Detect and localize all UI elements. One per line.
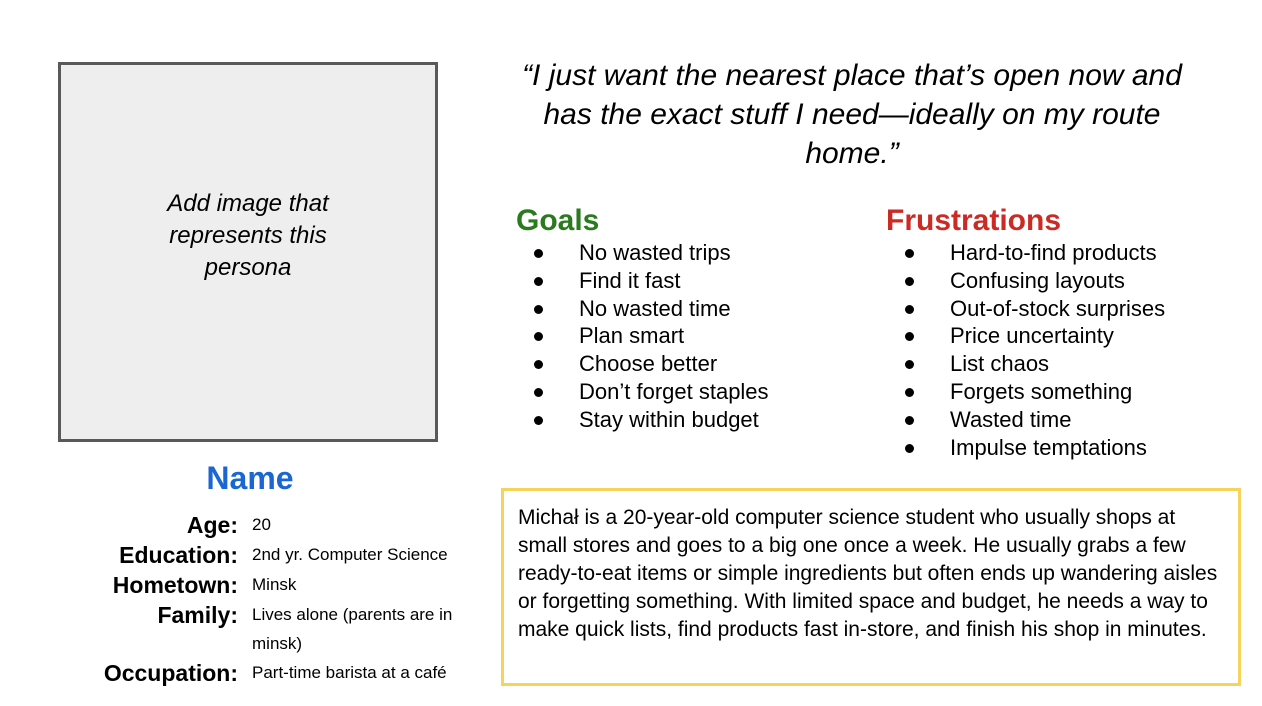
bullet-icon bbox=[905, 304, 914, 314]
goal-text: Stay within budget bbox=[579, 406, 759, 432]
goal-text: Don’t forget staples bbox=[579, 378, 769, 404]
bullet-icon bbox=[534, 249, 543, 258]
goal-item: Choose better bbox=[532, 350, 769, 378]
frustration-text: Price uncertainty bbox=[950, 323, 1114, 349]
frustration-item: Forgets something bbox=[903, 378, 1165, 406]
detail-row-family: Family: Lives alone (parents are in mins… bbox=[60, 600, 490, 658]
persona-image-placeholder[interactable]: Add image that represents this persona bbox=[58, 62, 438, 442]
persona-name: Name bbox=[206, 460, 294, 496]
frustration-item: List chaos bbox=[903, 350, 1165, 378]
frustration-item: Hard-to-find products bbox=[903, 239, 1165, 267]
frustration-text: Wasted time bbox=[950, 406, 1072, 432]
frustration-item: Confusing layouts bbox=[903, 267, 1165, 295]
goal-item: No wasted time bbox=[532, 295, 769, 323]
goals-heading: Goals bbox=[516, 204, 600, 237]
detail-value-family: Lives alone (parents are in minsk) bbox=[252, 605, 453, 653]
detail-label-hometown: Hometown: bbox=[112, 572, 238, 598]
frustration-item: Impulse temptations bbox=[903, 434, 1165, 462]
frustration-text: Confusing layouts bbox=[950, 267, 1125, 293]
goal-item: Find it fast bbox=[532, 267, 769, 295]
bullet-icon bbox=[905, 360, 914, 370]
frustration-text: Out-of-stock surprises bbox=[950, 295, 1166, 321]
goals-list: No wasted trips Find it fast No wasted t… bbox=[532, 239, 769, 434]
detail-value-hometown: Minsk bbox=[252, 575, 297, 594]
bio-box: Michał is a 20-year-old computer science… bbox=[501, 488, 1241, 686]
bullet-icon bbox=[905, 249, 914, 258]
image-placeholder-text: Add image that represents this persona bbox=[167, 190, 329, 281]
frustrations-list: Hard-to-find products Confusing layouts … bbox=[903, 239, 1165, 461]
persona-details: Age: 20 Education: 2nd yr. Computer Scie… bbox=[60, 510, 490, 688]
bullet-icon bbox=[905, 415, 914, 425]
frustration-text: Forgets something bbox=[950, 378, 1133, 404]
frustration-item: Price uncertainty bbox=[903, 322, 1165, 350]
goal-text: Choose better bbox=[579, 351, 718, 377]
bio-text: Michał is a 20-year-old computer science… bbox=[518, 506, 1218, 641]
detail-row-education: Education: 2nd yr. Computer Science bbox=[60, 540, 490, 570]
bullet-icon bbox=[534, 304, 543, 314]
frustration-item: Out-of-stock surprises bbox=[903, 295, 1165, 323]
frustrations-heading: Frustrations bbox=[886, 204, 1062, 237]
detail-value-education: 2nd yr. Computer Science bbox=[252, 545, 448, 564]
bullet-icon bbox=[534, 332, 543, 342]
frustration-text: Impulse temptations bbox=[950, 434, 1147, 460]
goal-item: No wasted trips bbox=[532, 239, 769, 267]
bullet-icon bbox=[534, 415, 543, 425]
goal-text: Find it fast bbox=[579, 267, 681, 293]
detail-label-occupation: Occupation: bbox=[103, 660, 238, 686]
frustration-text: Hard-to-find products bbox=[950, 240, 1157, 265]
bullet-icon bbox=[905, 332, 914, 342]
frustration-text: List chaos bbox=[950, 351, 1050, 377]
bullet-icon bbox=[905, 443, 914, 453]
bullet-icon bbox=[905, 276, 914, 286]
detail-label-family: Family: bbox=[157, 602, 238, 628]
goal-text: No wasted trips bbox=[579, 240, 731, 265]
goal-item: Plan smart bbox=[532, 322, 769, 350]
goal-item: Don’t forget staples bbox=[532, 378, 769, 406]
goal-text: Plan smart bbox=[579, 323, 685, 349]
bullet-icon bbox=[534, 387, 543, 397]
bullet-icon bbox=[905, 387, 914, 397]
goal-text: No wasted time bbox=[579, 295, 731, 321]
detail-row-age: Age: 20 bbox=[60, 510, 490, 540]
detail-value-occupation: Part-time barista at a café bbox=[252, 663, 447, 682]
persona-quote: “I just want the nearest place that’s op… bbox=[522, 59, 1182, 170]
detail-label-education: Education: bbox=[119, 542, 238, 568]
detail-row-hometown: Hometown: Minsk bbox=[60, 570, 490, 600]
detail-row-occupation: Occupation: Part-time barista at a café bbox=[60, 658, 490, 688]
goal-item: Stay within budget bbox=[532, 406, 769, 434]
detail-value-age: 20 bbox=[252, 515, 271, 534]
bullet-icon bbox=[534, 360, 543, 370]
frustration-item: Wasted time bbox=[903, 406, 1165, 434]
bullet-icon bbox=[534, 276, 543, 286]
detail-label-age: Age: bbox=[186, 512, 238, 538]
